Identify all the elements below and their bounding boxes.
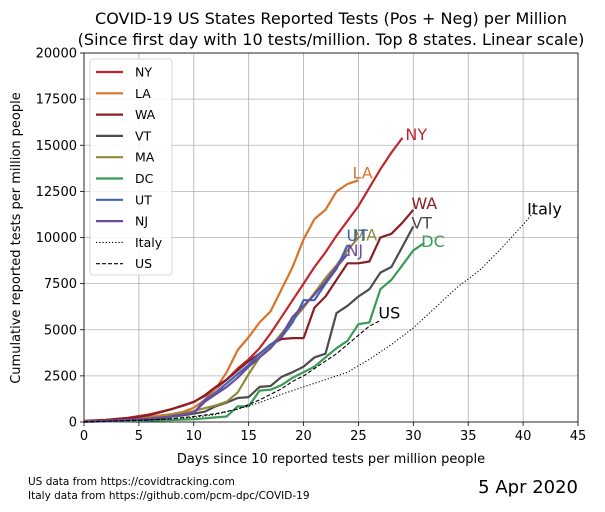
y-tick-label: 7500 <box>44 277 77 292</box>
legend-label-vt: VT <box>135 128 152 143</box>
chart-title: COVID-19 US States Reported Tests (Pos +… <box>78 9 585 49</box>
series-line-wa <box>83 209 415 422</box>
legend-label-ut: UT <box>135 192 152 207</box>
y-tick-label: 15000 <box>36 139 77 154</box>
title-line-1: COVID-19 US States Reported Tests (Pos +… <box>95 9 567 28</box>
x-tick-label: 35 <box>460 429 477 444</box>
legend-label-dc: DC <box>135 171 154 186</box>
series-line-nj <box>83 253 349 423</box>
legend-label-wa: WA <box>135 107 156 122</box>
x-tick-label: 20 <box>295 429 312 444</box>
end-label-italy: Italy <box>527 200 562 219</box>
end-label-vt: VT <box>411 213 432 232</box>
legend-label-nj: NJ <box>135 214 148 229</box>
end-label-la: LA <box>352 163 372 182</box>
legend-label-italy: Italy <box>135 235 163 250</box>
x-tick-label: 5 <box>135 429 143 444</box>
x-tick-label: 25 <box>350 429 367 444</box>
x-axis-label: Days since 10 reported tests per million… <box>177 452 485 467</box>
end-label-ny: NY <box>405 125 427 144</box>
legend-label-ny: NY <box>135 65 152 80</box>
x-tick-label: 40 <box>515 429 532 444</box>
axes: 0 5 10 15 20 25 30 35 40 45 0 2500 5000 7500 10000 1250… <box>36 47 587 445</box>
plot-frame <box>83 52 579 423</box>
end-label-dc: DC <box>421 232 445 251</box>
y-tick-label: 5000 <box>44 323 77 338</box>
x-tick-label: 0 <box>80 429 88 444</box>
legend-label-us: US <box>135 256 152 271</box>
end-label-ma: MA <box>352 226 377 245</box>
y-tick-label: 12500 <box>36 185 77 200</box>
y-tick-label: 17500 <box>36 93 77 108</box>
end-label-us: US <box>378 304 400 323</box>
footer-source-italy: Italy data from https://github.com/pcm-d… <box>28 490 310 502</box>
y-tick-label: 2500 <box>44 369 77 384</box>
x-tick-label: 30 <box>405 429 422 444</box>
y-tick-label: 20000 <box>36 47 77 62</box>
x-tick-label: 10 <box>186 429 203 444</box>
end-label-wa: WA <box>411 194 437 213</box>
series-lines <box>83 137 535 423</box>
legend-label-la: LA <box>135 86 151 101</box>
end-label-nj: NJ <box>346 241 363 260</box>
title-line-2: (Since first day with 10 tests/million. … <box>78 30 585 49</box>
y-tick-label: 0 <box>69 416 77 431</box>
footer-date: 5 Apr 2020 <box>478 477 578 498</box>
footer-source-us: US data from https://covidtracking.com <box>28 476 235 488</box>
series-line-us <box>83 320 381 423</box>
end-label-ut: UT <box>346 226 368 245</box>
y-axis-label: Cumulative reported tests per million pe… <box>9 92 24 384</box>
series-line-dc <box>83 242 425 423</box>
y-tick-label: 10000 <box>36 231 77 246</box>
x-tick-label: 45 <box>570 429 587 444</box>
legend: NY LA WA VT MA DC UT NJ Italy US <box>89 58 173 276</box>
x-tick-label: 15 <box>240 429 257 444</box>
series-line-italy <box>83 211 535 423</box>
legend-label-ma: MA <box>135 150 155 165</box>
